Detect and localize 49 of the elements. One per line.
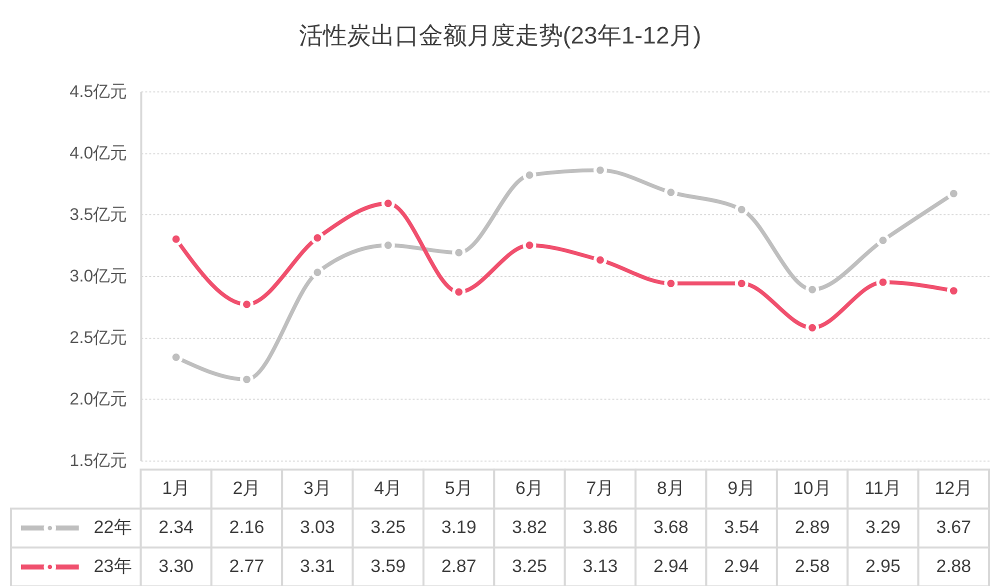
y-tick-label: 4.5亿元 [70, 82, 128, 101]
y-tick-label: 2.5亿元 [70, 328, 128, 348]
x-tick-label: 6月 [516, 478, 544, 498]
data-label: 3.19 [441, 517, 476, 538]
y-tick-label: 4.0亿元 [70, 143, 128, 162]
data-label: 2.87 [441, 556, 476, 576]
x-tick-label: 2月 [232, 478, 261, 498]
y-tick-label: 1.5亿元 [70, 451, 128, 470]
x-tick-label: 10月 [793, 478, 832, 498]
data-label: 2.16 [229, 517, 264, 538]
data-label: 2.94 [724, 556, 760, 576]
data-label: 3.03 [300, 517, 335, 538]
x-tick-label: 5月 [444, 478, 473, 498]
x-tick-label: 9月 [728, 478, 756, 498]
data-label: 3.13 [582, 556, 618, 576]
data-label: 3.68 [653, 517, 688, 538]
y-tick-label: 2.0亿元 [70, 390, 128, 409]
x-tick-label: 4月 [374, 478, 402, 498]
data-label: 3.25 [512, 556, 548, 576]
data-label: 3.29 [866, 517, 900, 538]
data-label: 2.94 [653, 556, 688, 576]
data-label: 3.67 [936, 517, 972, 538]
y-tick-label: 3.5亿元 [70, 204, 128, 224]
x-tick-label: 1月 [162, 478, 190, 498]
data-label: 2.88 [936, 556, 972, 576]
y-tick-label: 3.0亿元 [70, 266, 128, 286]
x-tick-label: 7月 [586, 478, 614, 498]
data-label: 3.31 [300, 556, 335, 576]
data-label: 2.58 [794, 556, 830, 576]
data-label: 3.30 [158, 556, 194, 576]
data-label: 3.82 [512, 517, 548, 538]
data-label: 3.86 [582, 517, 618, 538]
x-tick-label: 3月 [303, 478, 332, 498]
x-tick-label: 11月 [864, 478, 902, 498]
data-label: 2.77 [229, 556, 264, 576]
data-label: 3.25 [370, 517, 406, 538]
data-label: 3.59 [370, 556, 406, 576]
data-label: 3.54 [724, 517, 760, 538]
point [876, 234, 890, 248]
legend-label: 23年 [94, 556, 132, 576]
chart-title: 活性炭出口金额月度走势(23年1-12月) [298, 22, 702, 50]
point [310, 231, 324, 245]
point [310, 266, 324, 280]
legend-label: 22年 [94, 517, 132, 538]
x-tick-label: 12月 [934, 478, 973, 498]
x-tick-label: 8月 [656, 478, 685, 498]
data-label: 2.34 [158, 517, 194, 538]
data-label: 2.89 [794, 517, 830, 538]
data-label: 2.95 [866, 556, 900, 576]
